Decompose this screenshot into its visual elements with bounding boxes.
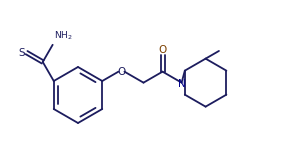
Text: O: O (117, 67, 126, 77)
Text: N: N (178, 79, 185, 89)
Text: O: O (158, 45, 167, 55)
Text: S: S (18, 48, 25, 58)
Text: NH$_2$: NH$_2$ (54, 29, 72, 42)
